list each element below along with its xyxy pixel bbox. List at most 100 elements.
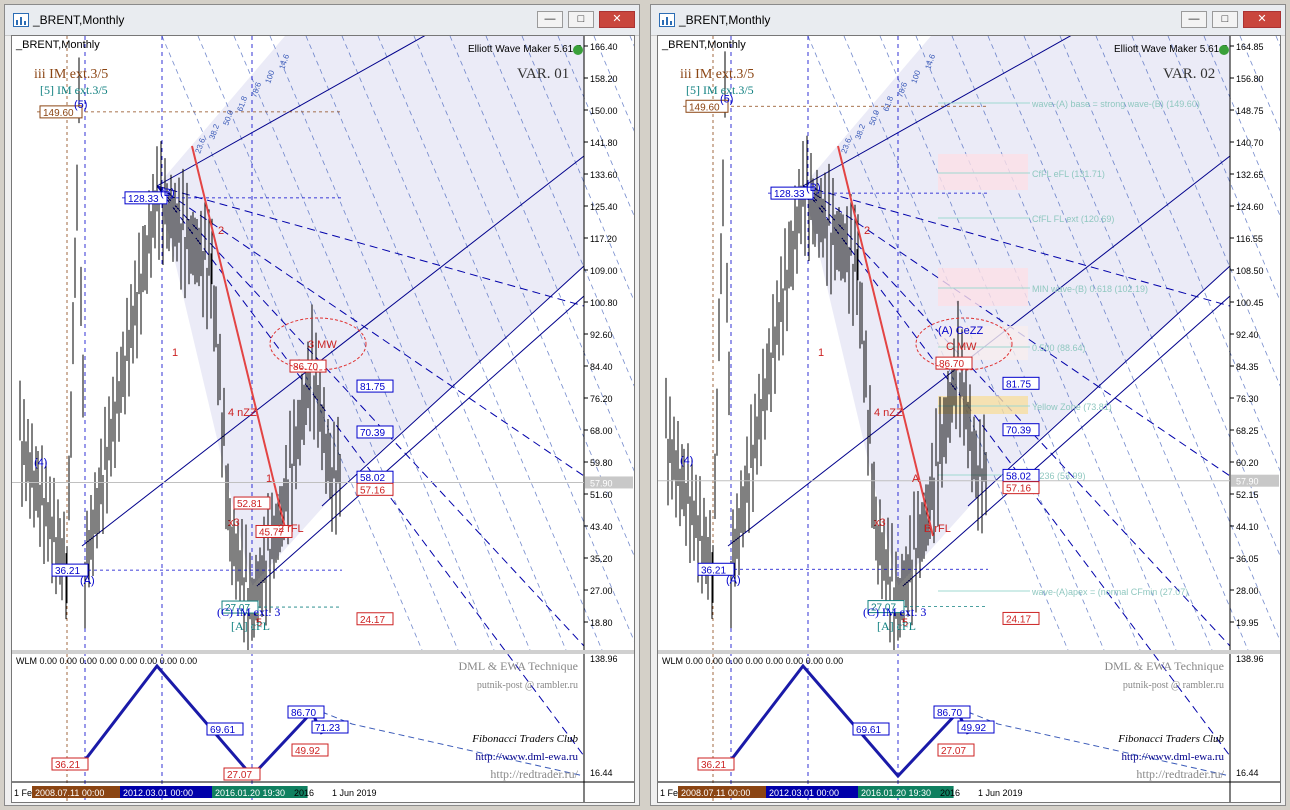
- high-price-label: 149.60: [43, 108, 74, 119]
- credit-line: http://redtrader.ru/: [490, 767, 578, 781]
- price-axis-label: 19.95: [1236, 618, 1259, 628]
- time-axis-marker-box: [212, 786, 308, 798]
- level-label: 45.77: [259, 527, 284, 538]
- level-label-box: [356, 612, 394, 626]
- wave-label: (B): [160, 187, 175, 199]
- fib-fan-line: [987, 36, 1249, 651]
- price-chart[interactable]: 166.40 158.20 150.00 141.80 133.60 125.40 117.…: [12, 36, 634, 802]
- maximize-button[interactable]: □: [1212, 11, 1238, 28]
- annotation-label: CfFL FL ext (120.69): [1032, 214, 1114, 224]
- price-axis-label: 36.05: [1236, 554, 1259, 564]
- wlm-projection: [967, 711, 1231, 777]
- annotation-label: 0.500 (88.64): [1032, 343, 1086, 353]
- price-axis-label: 148.75: [1236, 106, 1264, 116]
- price-axis-label: 140.70: [1236, 138, 1264, 148]
- fib-fan-line: [951, 36, 1213, 651]
- wave-label: (5): [720, 93, 733, 105]
- current-price-label: 57.90: [1236, 477, 1259, 487]
- price-axis-label: 116.55: [1236, 234, 1263, 244]
- time-axis-marker-box: [32, 786, 128, 798]
- current-price-label: 57.90: [590, 478, 613, 488]
- annotation-label: wave-(A) base = strong wave-(B) (149.60): [1031, 99, 1200, 109]
- wave-label: (5): [74, 99, 87, 111]
- fib-fan-line: [161, 36, 423, 651]
- chart-window-var02[interactable]: _BRENT,Monthly — □ ✕ wave-(A) base = str…: [650, 4, 1286, 806]
- price-axis-label: 84.40: [590, 362, 613, 372]
- close-button[interactable]: ✕: [599, 11, 635, 28]
- annotation-label: wave-(A)apex = (normal CFmin (27.07): [1031, 587, 1188, 597]
- chart-icon: [13, 13, 29, 27]
- wlm-value-label: 36.21: [55, 760, 80, 771]
- price-axis-label: 76.30: [1236, 394, 1259, 404]
- credit-line: putnik-post @ rambler.ru: [1123, 680, 1224, 691]
- credit-line: Fibonacci Traders Club: [471, 733, 578, 745]
- time-axis-label: 2016.01.20 19:30: [861, 788, 931, 798]
- fib-fan-line: [485, 36, 634, 387]
- level-label: 81.75: [360, 382, 385, 393]
- fan-line: [156, 185, 585, 307]
- symbol-label: _BRENT,Monthly: [661, 39, 746, 51]
- wlm-zigzag: [80, 663, 324, 779]
- price-axis-label: 117.20: [590, 234, 617, 244]
- chart-area[interactable]: wave-(A) base = strong wave-(B) (149.60)…: [657, 35, 1281, 803]
- time-axis-marker-box: [678, 786, 774, 798]
- top-wave-label: C MW: [946, 341, 977, 353]
- current-price-box: [585, 476, 633, 489]
- high-price-label: 149.60: [689, 102, 720, 113]
- minimize-button[interactable]: —: [1181, 11, 1207, 28]
- maximize-button[interactable]: □: [568, 11, 594, 28]
- variant-label: VAR. 01: [517, 66, 569, 82]
- wlm-value-label-box: [937, 743, 975, 757]
- fan-line: [802, 185, 1231, 477]
- price-axis-label: 68.25: [1236, 426, 1259, 436]
- close-button[interactable]: ✕: [1243, 11, 1281, 28]
- fib-fan-line: [521, 36, 634, 302]
- chart-area[interactable]: 166.40 158.20 150.00 141.80 133.60 125.40 117.…: [11, 35, 635, 803]
- fib-fan-line: [305, 36, 567, 651]
- annotation-label: 0.236 (53.99): [1032, 471, 1086, 481]
- time-axis-label: 1 Fe: [14, 788, 32, 798]
- time-axis-label: 2016: [940, 788, 960, 798]
- wave-label: B rFL: [924, 523, 951, 535]
- wlm-value-label-box: [852, 722, 890, 736]
- chart-window-var01[interactable]: _BRENT,Monthly — □ ✕ 166.40 158.20 150.00 1…: [4, 4, 640, 806]
- level-label-box: [1002, 376, 1040, 390]
- c-price-label: 27.07: [225, 603, 250, 614]
- subwindow-divider: [12, 650, 634, 654]
- level-label: 58.02: [1006, 471, 1031, 482]
- minimize-button[interactable]: —: [537, 11, 563, 28]
- symbol-label: _BRENT,Monthly: [15, 39, 100, 51]
- time-axis-label: 2016.01.20 19:30: [215, 788, 285, 798]
- channel-line: [156, 36, 426, 187]
- channel-line: [321, 265, 585, 507]
- fib-fan-line: [1131, 36, 1280, 387]
- high-price-label-box: [39, 105, 83, 119]
- price-axis-label: 35.20: [590, 554, 613, 564]
- wave-bottom-sub-label: [A] cFL: [877, 619, 916, 633]
- chart-icon: [659, 13, 675, 27]
- pitchfork-pct-label: 100: [263, 69, 276, 85]
- wlm-value-label: 27.07: [941, 746, 966, 757]
- wave-label: 5: [256, 617, 262, 629]
- price-axis-label: 92.40: [1236, 330, 1259, 340]
- price-chart[interactable]: wave-(A) base = strong wave-(B) (149.60)…: [658, 36, 1280, 802]
- price-axis-label: 60.20: [1236, 458, 1259, 468]
- level-label: 52.81: [237, 499, 262, 510]
- level-label: 24.17: [360, 615, 385, 626]
- title-bar[interactable]: _BRENT,Monthly — □ ✕: [5, 5, 639, 36]
- level-label: 70.39: [1006, 426, 1031, 437]
- indicator-icon: [1219, 45, 1229, 55]
- title-bar[interactable]: _BRENT,Monthly — □ ✕: [651, 5, 1285, 36]
- a-price-label-box: [697, 562, 735, 576]
- price-axis-label: 43.40: [590, 522, 613, 532]
- a-price-label: 36.21: [701, 565, 726, 576]
- level-label: 57.16: [1006, 484, 1031, 495]
- fib-fan-line: [341, 36, 603, 651]
- window-title: _BRENT,Monthly: [33, 13, 125, 27]
- wave-label: (4): [680, 455, 693, 467]
- b-price-label-box: [770, 186, 814, 200]
- price-axis-label: 52.15: [1236, 490, 1259, 500]
- level-label-box: [233, 496, 271, 510]
- wave-bottom-label: (C) IM ext. 3: [863, 605, 926, 619]
- fib-fan-line: [449, 36, 634, 472]
